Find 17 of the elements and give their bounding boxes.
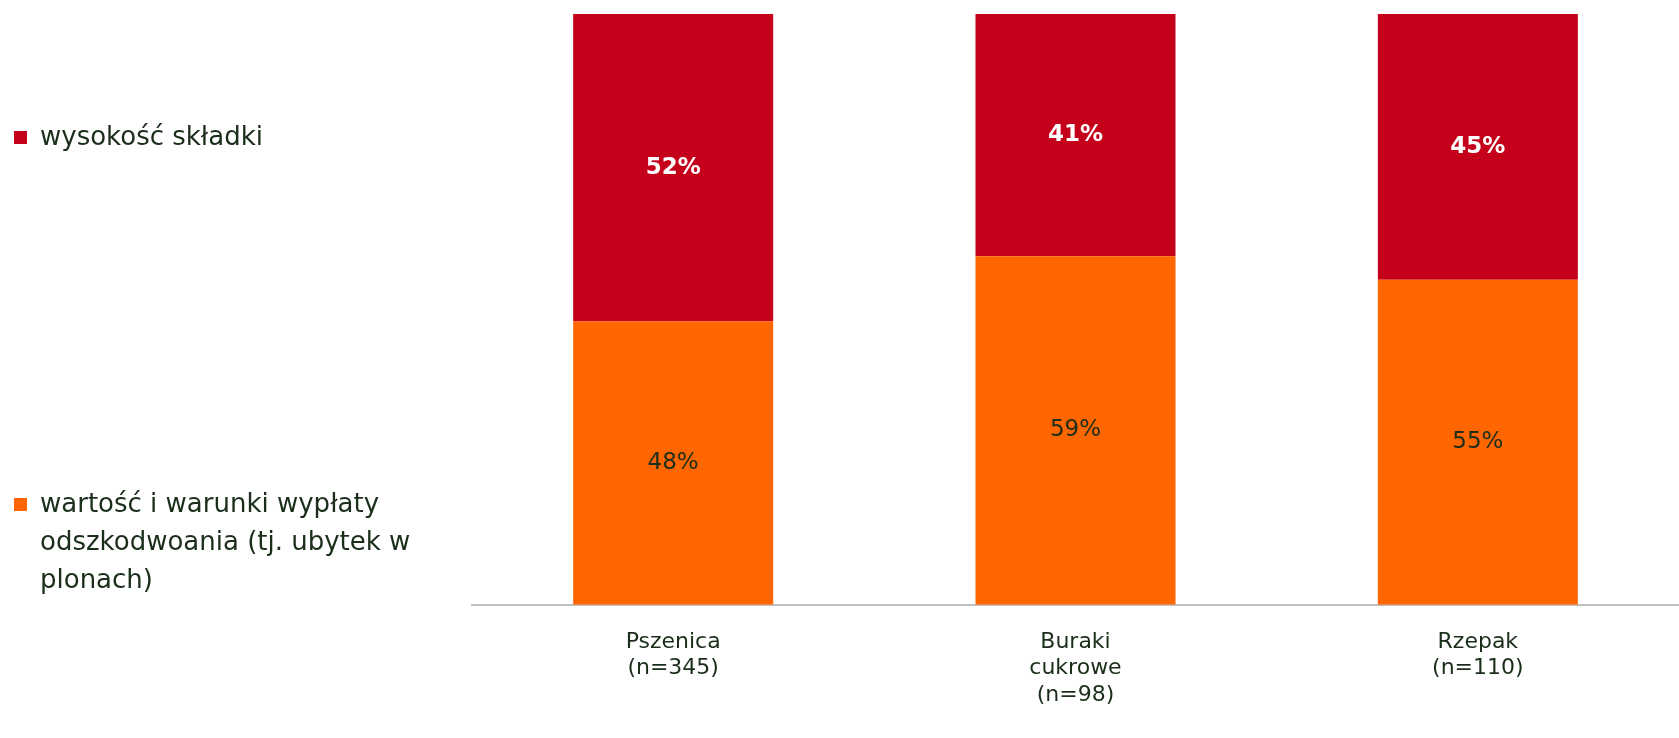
data-label: 48% xyxy=(647,447,699,474)
x-tick-label: Pszenica (n=345) xyxy=(625,627,721,680)
bar xyxy=(573,14,774,322)
data-label: 41% xyxy=(1047,120,1104,147)
bar xyxy=(1377,14,1578,280)
bar xyxy=(975,256,1176,605)
data-label: 52% xyxy=(645,152,701,179)
bar xyxy=(1377,279,1578,605)
data-label: 45% xyxy=(1450,131,1506,158)
data-label: 59% xyxy=(1049,415,1102,442)
x-tick-label: Buraki cukrowe (n=98) xyxy=(1029,627,1122,706)
data-label: 55% xyxy=(1452,427,1504,454)
legend-label: wysokość składki xyxy=(40,120,263,151)
bar xyxy=(573,321,774,605)
legend-label: wartość i warunki wypłaty odszkodwoania (tj. ubytek w plonach) xyxy=(40,487,411,594)
x-tick-label: Rzepak (n=110) xyxy=(1432,627,1524,680)
bar xyxy=(975,14,1176,257)
